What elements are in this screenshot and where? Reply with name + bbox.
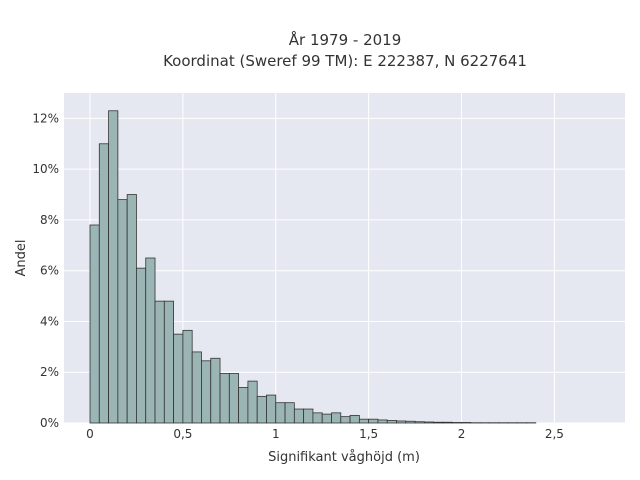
histogram-bar bbox=[312, 412, 323, 424]
x-axis-title: Signifikant våghöjd (m) bbox=[268, 450, 420, 465]
y-axis-ticks: 0% 2% 4% 6% 8% 10% 12% bbox=[32, 111, 59, 430]
histogram-bar bbox=[219, 373, 230, 424]
histogram-bar bbox=[284, 402, 295, 424]
histogram-bar bbox=[136, 267, 147, 424]
y-tick-label: 6% bbox=[40, 264, 59, 278]
y-tick-label: 2% bbox=[40, 365, 59, 379]
histogram-bar bbox=[98, 143, 109, 424]
histogram-bar bbox=[117, 199, 128, 424]
histogram-bar bbox=[275, 402, 286, 424]
histogram-bar bbox=[293, 408, 305, 424]
histogram-bar bbox=[247, 380, 258, 424]
y-axis-title: Andel bbox=[14, 240, 29, 277]
y-tick-label: 0% bbox=[40, 416, 59, 430]
histogram-bar bbox=[228, 373, 240, 424]
histogram-bar bbox=[377, 419, 388, 424]
histogram-bar bbox=[358, 418, 370, 424]
histogram-bar bbox=[433, 421, 444, 424]
x-tick-label: 2,5 bbox=[545, 427, 564, 441]
histogram-bar bbox=[266, 394, 277, 424]
chart-title: År 1979 - 2019 bbox=[289, 30, 402, 49]
histogram-bar bbox=[210, 357, 221, 424]
histogram-bar bbox=[349, 414, 360, 424]
histogram-bar bbox=[461, 422, 472, 424]
y-tick-label: 4% bbox=[40, 314, 59, 328]
histogram-bar bbox=[331, 412, 342, 424]
histogram-bar bbox=[173, 333, 184, 424]
histogram-bar bbox=[340, 416, 351, 424]
histogram-bar bbox=[145, 257, 156, 424]
histogram-bar bbox=[163, 300, 174, 424]
y-tick-label: 12% bbox=[32, 111, 59, 125]
histogram-bar bbox=[321, 413, 332, 424]
histogram-bar bbox=[89, 224, 100, 424]
histogram-bar bbox=[154, 300, 165, 424]
histogram-bar bbox=[368, 418, 379, 424]
histogram-bar bbox=[191, 351, 202, 424]
histogram-bar bbox=[201, 360, 212, 424]
histogram-bar bbox=[303, 408, 314, 424]
histogram-bars bbox=[89, 110, 537, 424]
x-tick-label: 1,5 bbox=[359, 427, 378, 441]
x-tick-label: 1 bbox=[272, 427, 280, 441]
x-tick-label: 0,5 bbox=[173, 427, 192, 441]
y-tick-label: 10% bbox=[32, 162, 59, 176]
histogram-bar bbox=[256, 395, 267, 424]
histogram-bar bbox=[126, 194, 137, 424]
histogram-bar bbox=[442, 421, 453, 424]
histogram-bar bbox=[396, 420, 407, 424]
chart-subtitle: Koordinat (Sweref 99 TM): E 222387, N 62… bbox=[163, 52, 527, 70]
histogram-bar bbox=[238, 387, 249, 424]
x-tick-label: 2 bbox=[458, 427, 466, 441]
histogram-bar bbox=[405, 420, 416, 424]
y-tick-label: 8% bbox=[40, 213, 59, 227]
histogram-bar bbox=[423, 421, 435, 424]
histogram-bar bbox=[182, 329, 193, 424]
x-tick-label: 0 bbox=[86, 427, 94, 441]
histogram-bar bbox=[414, 421, 425, 424]
histogram-bar bbox=[386, 420, 397, 424]
histogram-bar bbox=[451, 422, 462, 424]
histogram-bar bbox=[108, 110, 119, 424]
x-axis-ticks: 0 0,5 1 1,5 2 2,5 bbox=[86, 427, 564, 441]
